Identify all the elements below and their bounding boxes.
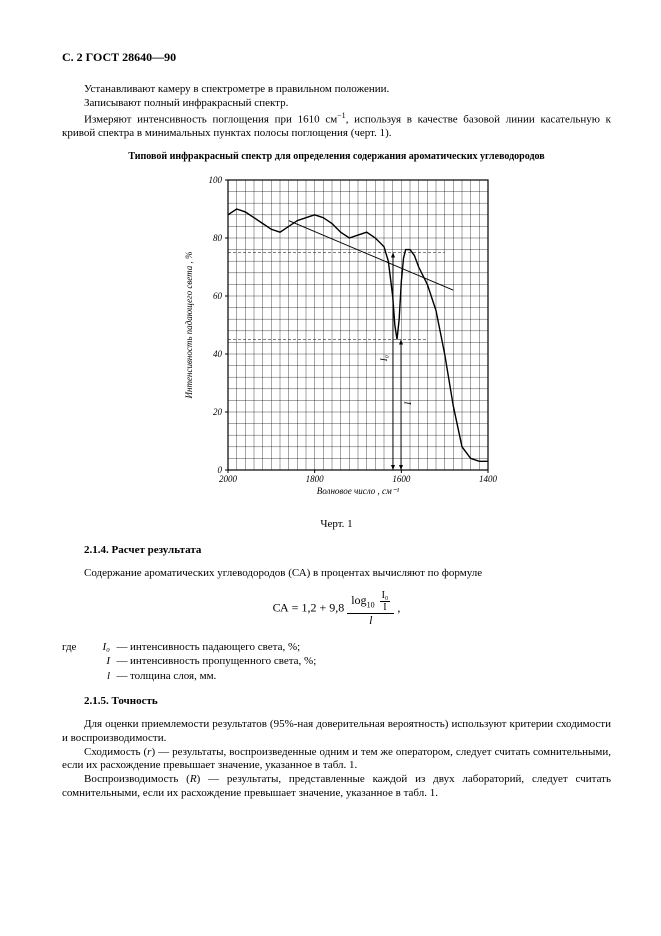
where-txt-2: толщина слоя, мм. [130, 669, 611, 684]
svg-text:2000: 2000 [219, 474, 238, 484]
section-215-head: 2.1.5. Точность [62, 695, 611, 707]
formula-den: l [347, 614, 394, 627]
svg-text:80: 80 [213, 233, 223, 243]
spectrum-chart: 0204060801002000180016001400Волновое чис… [172, 170, 502, 510]
s215-p1: Для оценки приемлемости результатов (95%… [62, 718, 611, 746]
chart-caption: Черт. 1 [62, 518, 611, 530]
para-2: Записывают полный инфракрасный спектр. [62, 97, 611, 111]
where-dash-2: — [114, 669, 130, 684]
where-sym-2: l [84, 669, 114, 684]
svg-text:100: 100 [208, 175, 222, 185]
svg-text:1400: 1400 [479, 474, 498, 484]
where-row-1: I — интенсивность пропущенного света, %; [62, 654, 611, 669]
formula-inner-den: I [380, 602, 391, 613]
svg-text:40: 40 [213, 349, 223, 359]
section-214-head: 2.1.4. Расчет результата [62, 544, 611, 556]
formula-inner-frac: I₀ I [380, 590, 391, 613]
para-3-sup: −1 [337, 111, 346, 120]
s214-text: Содержание ароматических углеводородов (… [62, 567, 611, 581]
page-header: С. 2 ГОСТ 28640—90 [62, 50, 611, 65]
chart-title: Типовой инфракрасный спектр для определе… [62, 151, 611, 162]
formula-main-frac: log10 I₀ I l [347, 590, 394, 627]
s214-title: Расчет результата [112, 544, 202, 556]
s214-num: 2.1.4. [84, 544, 109, 556]
formula-tail: , [397, 601, 400, 615]
svg-text:I₀: I₀ [379, 355, 389, 362]
where-dash-1: — [114, 654, 130, 669]
para-1: Устанавливают камеру в спектрометре в пр… [62, 83, 611, 97]
formula-lhs: СА = 1,2 + 9,8 [273, 601, 345, 615]
svg-text:Интенсивность падающего света: Интенсивность падающего света , % [184, 251, 194, 399]
svg-text:60: 60 [213, 291, 223, 301]
where-label: где [62, 640, 84, 655]
where-sym-1: I [84, 654, 114, 669]
s215-p3i: R [190, 773, 197, 785]
where-row-2: l — толщина слоя, мм. [62, 669, 611, 684]
s215-num: 2.1.5. [84, 695, 109, 707]
s215-p3: Воспроизводимость (R) — результаты, пред… [62, 773, 611, 801]
where-dash-0: — [114, 640, 130, 655]
formula-log: log [351, 593, 366, 607]
where-row-0: где I₀ — интенсивность падающего света, … [62, 640, 611, 655]
formula: СА = 1,2 + 9,8 log10 I₀ I l , [62, 590, 611, 627]
svg-text:Волновое число , см⁻¹: Волновое число , см⁻¹ [316, 486, 399, 496]
formula-log-sub: 10 [367, 601, 375, 610]
s215-p3a: Воспроизводимость ( [84, 773, 190, 785]
where-block: где I₀ — интенсивность падающего света, … [62, 640, 611, 685]
svg-text:I: I [403, 400, 413, 405]
para-3a: Измеряют интенсивность поглощения при 16… [84, 113, 337, 125]
s215-p2: Сходимость (r) — результаты, воспроизвед… [62, 746, 611, 774]
where-txt-0: интенсивность падающего света, %; [130, 640, 611, 655]
chart-container: 0204060801002000180016001400Волновое чис… [62, 170, 611, 510]
formula-inner-num: I₀ [380, 590, 391, 602]
svg-text:1600: 1600 [392, 474, 411, 484]
where-txt-1: интенсивность пропущенного света, %; [130, 654, 611, 669]
svg-text:20: 20 [213, 407, 223, 417]
svg-text:1800: 1800 [305, 474, 324, 484]
where-sym-0: I₀ [84, 640, 114, 655]
para-3: Измеряют интенсивность поглощения при 16… [62, 111, 611, 141]
s215-p2a: Сходимость ( [84, 746, 147, 758]
s215-title: Точность [112, 695, 158, 707]
